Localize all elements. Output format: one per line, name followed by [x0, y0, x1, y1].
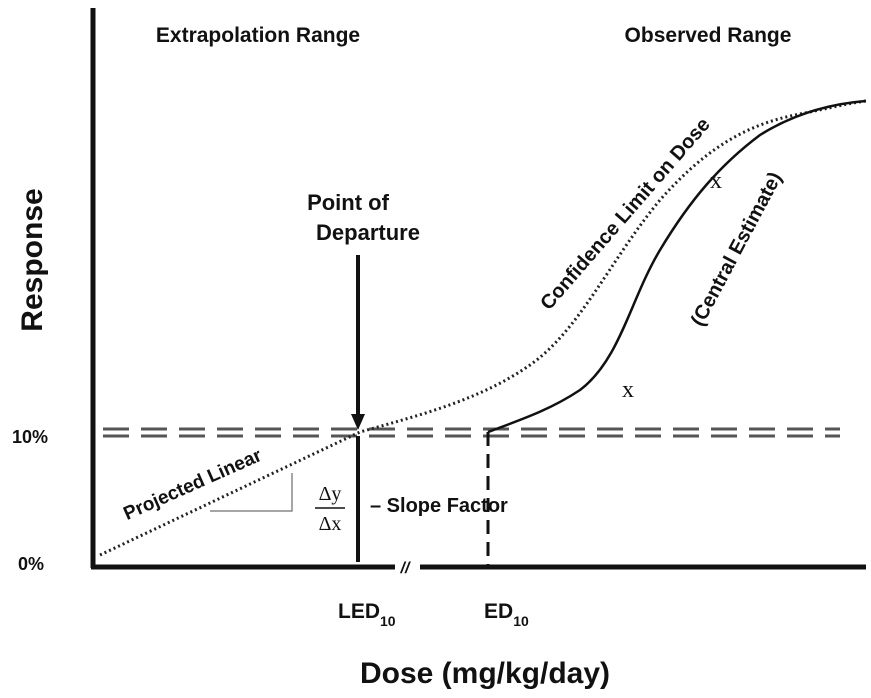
- x-axis-label: Dose (mg/kg/day): [360, 657, 610, 690]
- ed-sub: 10: [513, 613, 529, 629]
- pod-arrowhead: [351, 414, 365, 430]
- ed-main: ED: [484, 600, 513, 623]
- pod-label: Point of: [307, 190, 390, 215]
- data-marker: x: [622, 377, 634, 403]
- y-tick-label: 10%: [12, 427, 48, 447]
- axis-break: //: [400, 560, 411, 577]
- data-marker: x: [710, 168, 722, 194]
- slope-triangle: [210, 473, 293, 512]
- led-label: LED10: [338, 600, 396, 629]
- header-right: Observed Range: [625, 24, 792, 47]
- y-tick-label: 0%: [18, 554, 44, 574]
- pod-label: Departure: [316, 220, 420, 245]
- led-sub: 10: [380, 613, 396, 629]
- header-left: Extrapolation Range: [156, 24, 360, 47]
- y-axis-label: Response: [16, 188, 49, 331]
- led-main: LED: [338, 600, 380, 623]
- confidence-curve: [99, 99, 867, 557]
- ed-label: ED10: [484, 600, 529, 629]
- delta-y: Δy: [319, 483, 342, 505]
- slope-label: – Slope Factor: [370, 495, 508, 517]
- delta-x: Δx: [319, 513, 342, 535]
- central-curve: [487, 99, 867, 434]
